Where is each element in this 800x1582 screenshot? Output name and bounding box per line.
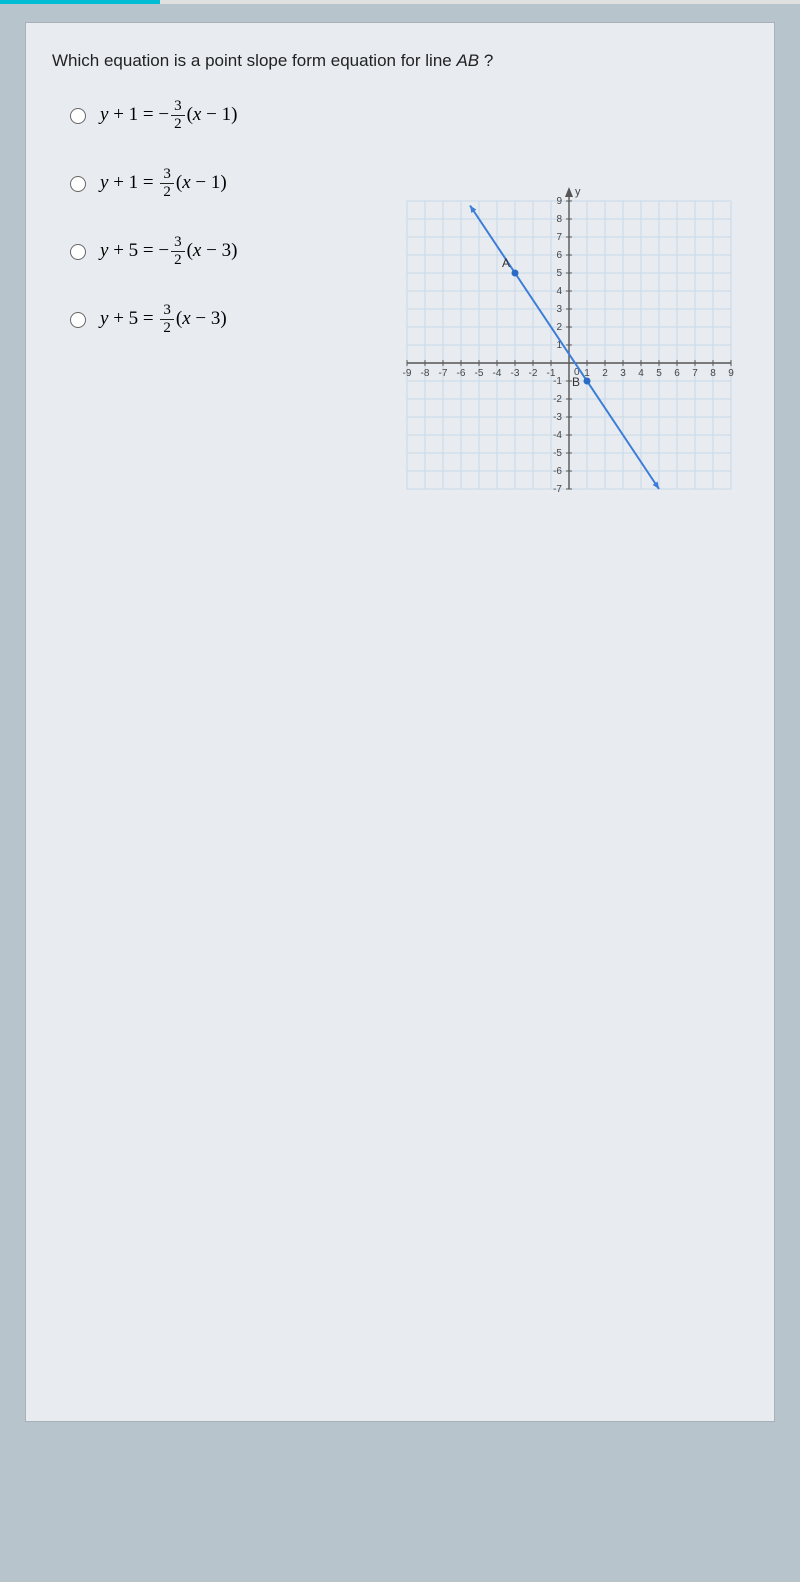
svg-text:4: 4 <box>638 368 644 379</box>
svg-text:3: 3 <box>620 368 626 379</box>
question-prompt: Which equation is a point slope form equ… <box>52 51 748 71</box>
svg-text:-2: -2 <box>553 394 562 405</box>
svg-text:2: 2 <box>556 322 562 333</box>
option-1[interactable]: y + 1 = −32(x − 1) <box>70 99 748 132</box>
svg-text:-3: -3 <box>511 368 520 379</box>
svg-text:3: 3 <box>556 304 562 315</box>
equation-1: y + 1 = −32(x − 1) <box>100 99 237 132</box>
svg-text:-7: -7 <box>553 484 562 495</box>
svg-text:2: 2 <box>602 368 608 379</box>
svg-text:7: 7 <box>556 232 562 243</box>
svg-text:6: 6 <box>556 250 562 261</box>
svg-text:y: y <box>575 186 581 198</box>
svg-text:-6: -6 <box>553 466 562 477</box>
prompt-suffix: ? <box>479 51 493 70</box>
svg-text:-4: -4 <box>553 430 562 441</box>
radio-2[interactable] <box>70 176 86 192</box>
equation-3: y + 5 = −32(x − 3) <box>100 235 237 268</box>
svg-text:8: 8 <box>556 214 562 225</box>
svg-text:-7: -7 <box>439 368 448 379</box>
coordinate-graph: -9-8-7-6-5-4-3-2-1123456789123456789-1-2… <box>374 153 754 553</box>
svg-text:-6: -6 <box>457 368 466 379</box>
top-accent-bar <box>0 0 800 4</box>
svg-text:-1: -1 <box>553 376 562 387</box>
prompt-line-ab: AB <box>456 51 479 70</box>
svg-text:9: 9 <box>556 196 562 207</box>
svg-text:-5: -5 <box>475 368 484 379</box>
svg-text:6: 6 <box>674 368 680 379</box>
svg-text:5: 5 <box>656 368 662 379</box>
radio-4[interactable] <box>70 312 86 328</box>
svg-text:-3: -3 <box>553 412 562 423</box>
svg-text:-9: -9 <box>403 368 412 379</box>
equation-4: y + 5 = 32(x − 3) <box>100 303 227 336</box>
svg-text:4: 4 <box>556 286 562 297</box>
svg-text:A: A <box>502 256 510 270</box>
svg-text:5: 5 <box>556 268 562 279</box>
svg-text:8: 8 <box>710 368 716 379</box>
svg-text:7: 7 <box>692 368 698 379</box>
svg-text:-4: -4 <box>493 368 502 379</box>
radio-3[interactable] <box>70 244 86 260</box>
prompt-prefix: Which equation is a point slope form equ… <box>52 51 456 70</box>
svg-text:-8: -8 <box>421 368 430 379</box>
svg-text:-5: -5 <box>553 448 562 459</box>
svg-text:B: B <box>572 375 580 389</box>
equation-2: y + 1 = 32(x − 1) <box>100 167 227 200</box>
question-card: Which equation is a point slope form equ… <box>25 22 775 1422</box>
svg-text:9: 9 <box>728 368 734 379</box>
radio-1[interactable] <box>70 108 86 124</box>
graph-svg: -9-8-7-6-5-4-3-2-1123456789123456789-1-2… <box>374 153 754 553</box>
svg-text:-2: -2 <box>529 368 538 379</box>
